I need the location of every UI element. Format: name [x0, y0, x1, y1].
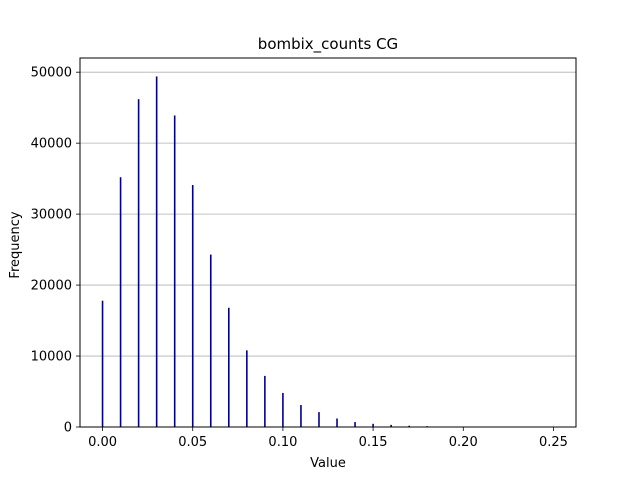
histogram-bar: [209, 254, 212, 427]
x-tick-label: 0.00: [88, 435, 117, 450]
histogram-bar: [228, 307, 230, 427]
chart-title: bombix_counts CG: [258, 35, 398, 54]
histogram-bar: [264, 375, 266, 427]
histogram-bar: [318, 412, 320, 427]
histogram-bar: [137, 99, 140, 428]
histogram-bar: [390, 424, 392, 427]
x-tick-label: 0.25: [539, 435, 568, 450]
histogram-bar: [191, 185, 194, 427]
y-tick-label: 20000: [31, 279, 72, 294]
histogram-bar: [246, 350, 248, 427]
plot-frame: [79, 57, 577, 428]
y-axis-label: Frequency: [8, 211, 23, 278]
x-tick-label: 0.10: [268, 435, 297, 450]
y-tick-label: 50000: [31, 66, 72, 81]
bars: [101, 76, 465, 428]
x-axis-label: Value: [310, 456, 346, 471]
histogram-bar: [336, 418, 338, 427]
x-ticks: 0.00 0.05 0.10 0.15 0.20 0.25: [88, 427, 568, 450]
y-ticks: 0 10000 20000 30000 40000 50000: [31, 66, 80, 436]
x-tick-label: 0.15: [359, 435, 388, 450]
x-tick-label: 0.05: [178, 435, 207, 450]
y-gridlines: [80, 71, 576, 357]
x-tick-label: 0.20: [449, 435, 478, 450]
y-tick-label: 0: [64, 421, 72, 436]
histogram-bar: [354, 422, 356, 427]
histogram-bar: [408, 425, 410, 427]
histogram-bar: [101, 300, 104, 427]
histogram-bar: [372, 423, 374, 427]
y-tick-label: 10000: [31, 350, 72, 365]
histogram-bar: [282, 392, 284, 427]
histogram-bar: [300, 405, 302, 427]
histogram-bar: [119, 177, 122, 427]
histogram-bar: [155, 76, 158, 427]
histogram-bar: [173, 115, 176, 427]
y-tick-label: 30000: [31, 208, 72, 223]
y-tick-label: 40000: [31, 137, 72, 152]
